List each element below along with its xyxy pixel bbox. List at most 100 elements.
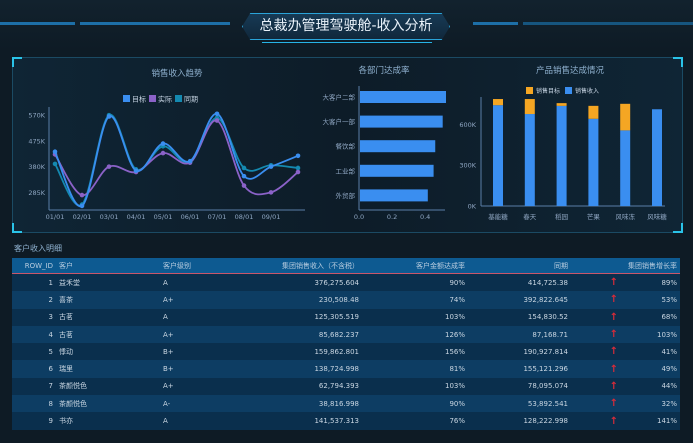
x-tick-label: 02/01 xyxy=(73,213,92,221)
data-point xyxy=(241,165,247,171)
y-tick-label: 475K xyxy=(28,137,45,145)
table-cell: 128,222.998 xyxy=(523,417,568,426)
table-cell: 392,822.645 xyxy=(523,295,568,304)
table-cell: 茶颜悦色 xyxy=(59,399,87,408)
corner-deco xyxy=(12,223,22,233)
bar-target xyxy=(588,105,599,119)
table-row[interactable]: 5 悸动 B+ 159,862.801 156% 190,927.814 ↑ 41% xyxy=(12,343,680,361)
data-point xyxy=(241,173,247,179)
table-cell: 154,830.52 xyxy=(527,313,568,322)
table-cell: 141% xyxy=(656,417,677,426)
table-cell: 53% xyxy=(661,295,677,304)
table-row[interactable]: 6 瑞里 B+ 138,724.998 81% 155,121.296 ↑ 49% xyxy=(12,360,680,378)
table-row[interactable]: 2 喜茶 A+ 230,508.48 74% 392,822.645 ↑ 53% xyxy=(12,291,680,309)
table-cell: 90% xyxy=(449,399,465,408)
x-tick-label: 基能糖 xyxy=(488,212,508,221)
table-cell: 古茗 xyxy=(59,330,73,339)
legend-label: 销售目标 xyxy=(536,87,560,95)
x-tick-label: 07/01 xyxy=(208,213,227,221)
table-cell: 瑞里 xyxy=(59,365,73,374)
table-cell: 159,862.801 xyxy=(314,347,359,356)
legend-swatch xyxy=(149,95,156,102)
table-cell: 138,724.998 xyxy=(314,365,359,374)
bar xyxy=(360,140,436,153)
data-point xyxy=(268,164,274,169)
bar-target xyxy=(620,103,631,131)
data-point xyxy=(295,153,301,159)
bar-target xyxy=(493,99,503,106)
header-deco xyxy=(473,22,518,25)
column-header[interactable]: 客户 xyxy=(59,261,73,270)
table-cell: 78,095.074 xyxy=(527,382,568,391)
table-cell: 414,725.38 xyxy=(527,278,568,287)
corner-deco xyxy=(673,57,683,67)
table-cell: B+ xyxy=(163,347,174,356)
x-tick-label: 0.4 xyxy=(420,213,430,221)
table-cell: 87,168.71 xyxy=(532,330,568,339)
data-point xyxy=(52,149,58,155)
title-frame xyxy=(242,13,450,40)
table-cell: 49% xyxy=(661,365,677,374)
table-cell: A xyxy=(163,313,168,322)
data-point xyxy=(241,183,247,188)
table-row[interactable]: 8 茶颜悦色 A- 38,816.998 90% 53,892.541 ↑ 32% xyxy=(12,395,680,413)
data-point xyxy=(268,190,274,195)
header: 总裁办管理驾驶舱-收入分析 xyxy=(0,0,693,50)
table-cell: 156% xyxy=(444,347,465,356)
data-point xyxy=(160,150,166,156)
column-header[interactable]: 集团销售增长率 xyxy=(628,261,677,270)
data-point xyxy=(214,111,220,117)
x-tick-label: 06/01 xyxy=(181,213,200,221)
header-deco xyxy=(80,22,230,25)
table-cell: 230,508.48 xyxy=(318,295,359,304)
table-cell: 5 xyxy=(48,347,53,356)
x-tick-label: 09/01 xyxy=(262,213,281,221)
bar-target xyxy=(524,99,535,115)
x-tick-label: 0.0 xyxy=(354,213,364,221)
table-cell: 155,121.296 xyxy=(523,365,568,374)
data-point xyxy=(79,203,85,209)
bar xyxy=(360,91,446,103)
data-point xyxy=(106,114,112,119)
table-cell: A- xyxy=(163,399,171,408)
line-series-1 xyxy=(54,119,299,196)
data-point xyxy=(187,158,193,164)
legend-label: 销售收入 xyxy=(575,87,599,95)
data-point xyxy=(133,168,139,173)
y-tick-label: 0K xyxy=(468,203,477,211)
x-tick-label: 春天 xyxy=(523,212,537,221)
table-cell: 38,816.998 xyxy=(318,399,359,408)
column-header[interactable]: 客户级别 xyxy=(163,261,191,270)
table-row[interactable]: 9 书亦 A 141,537.313 76% 128,222.998 ↑ 141% xyxy=(12,412,680,430)
data-point xyxy=(214,118,220,123)
y-tick-label: 大客户一部 xyxy=(323,117,356,126)
header-deco xyxy=(0,22,75,25)
data-point xyxy=(79,192,85,198)
table-cell: 190,927.814 xyxy=(523,347,568,356)
legend-label: 同期 xyxy=(184,96,198,104)
table-row[interactable]: 7 茶颜悦色 A+ 62,794.393 103% 78,095.074 ↑ 44% xyxy=(12,377,680,396)
table-cell: 103% xyxy=(444,313,465,322)
column-header[interactable]: ROW_ID xyxy=(24,261,53,270)
y-tick-label: 大客户二部 xyxy=(323,93,356,102)
x-tick-label: 05/01 xyxy=(154,213,173,221)
table-row[interactable]: 4 古茗 A+ 85,682.237 126% 87,168.71 ↑ 103% xyxy=(12,325,680,344)
y-tick-label: 570K xyxy=(28,112,45,120)
table-cell: 古茗 xyxy=(59,313,73,322)
table-cell: 141,537.313 xyxy=(314,417,359,426)
customer-income-table: ROW_ID 客户 客户级别 集团销售收入（不含税） 客户金额达成率 同期 集团销售增长率 … xyxy=(12,258,680,430)
column-header[interactable]: 客户金额达成率 xyxy=(416,261,465,270)
table-cell: 2 xyxy=(48,295,53,304)
table-cell: 4 xyxy=(48,330,53,339)
table-cell: 9 xyxy=(48,417,53,426)
table-row[interactable]: 3 古茗 A 125,305.519 103% 154,830.52 ↑ 68% xyxy=(12,308,680,326)
bar-income xyxy=(620,130,631,206)
column-header[interactable]: 同期 xyxy=(554,261,568,270)
table-cell: 32% xyxy=(661,399,677,408)
legend-swatch xyxy=(123,95,130,102)
x-tick-label: 0.2 xyxy=(387,213,397,221)
bar-income xyxy=(652,109,662,206)
table-row[interactable]: 1 益禾堂 A 376,275.604 90% 414,725.38 ↑ 89% xyxy=(12,274,680,292)
column-header[interactable]: 集团销售收入（不含税） xyxy=(282,261,359,270)
data-point xyxy=(295,169,301,175)
